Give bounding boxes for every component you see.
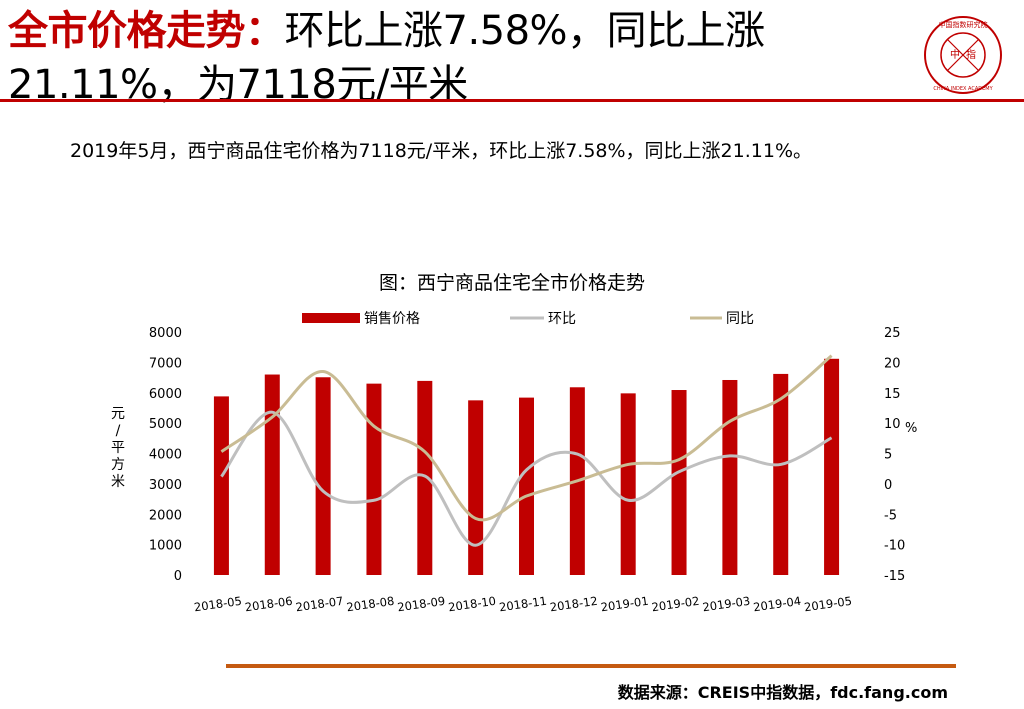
svg-text:指: 指	[966, 48, 976, 61]
y-left-axis-label: 元	[111, 406, 125, 422]
legend-label-mom: 环比	[548, 311, 576, 327]
y-left-tick-label: 1000	[149, 539, 182, 554]
y-left-tick-label: 2000	[149, 508, 182, 523]
price-bar	[417, 380, 433, 575]
x-tick-label: 2018-11	[498, 594, 548, 615]
title-highlight: 全市价格走势：	[8, 8, 285, 54]
mom-series-line	[220, 410, 833, 547]
y-right-tick-label: -15	[884, 569, 905, 584]
x-tick-label: 2019-05	[803, 594, 853, 615]
y-left-tick-label: 7000	[149, 356, 182, 371]
y-left-axis-label: /	[116, 423, 121, 439]
y-left-tick-label: 6000	[149, 387, 182, 402]
y-right-tick-label: 10	[884, 417, 901, 432]
legend-swatch-price	[302, 313, 360, 323]
price-bar	[264, 374, 280, 575]
legend-label-yoy: 同比	[726, 311, 754, 327]
yoy-series-line	[220, 354, 833, 522]
price-bar	[671, 390, 687, 575]
price-bar	[773, 373, 789, 575]
svg-text:CHINA INDEX ACADEMY: CHINA INDEX ACADEMY	[933, 86, 993, 92]
y-left-tick-label: 3000	[149, 478, 182, 493]
x-tick-label: 2019-03	[702, 594, 752, 615]
svg-text:中国指数研究院: 中国指数研究院	[939, 20, 988, 29]
y-left-tick-label: 0	[174, 569, 182, 584]
page-title: 全市价格走势：环比上涨7.58%，同比上涨21.11%，为7118元/平米	[8, 4, 908, 112]
x-tick-label: 2018-08	[346, 594, 396, 615]
y-left-axis-label: 平	[111, 440, 125, 456]
y-right-tick-label: 5	[884, 448, 892, 463]
x-tick-label: 2019-04	[752, 594, 802, 615]
y-left-axis-label: 方	[111, 457, 125, 473]
x-tick-label: 2018-05	[193, 594, 243, 615]
y-left-tick-label: 5000	[149, 417, 182, 432]
x-tick-label: 2018-07	[295, 594, 345, 615]
y-left-axis-label: 米	[111, 474, 125, 490]
price-trend-chart: 0 1000 2000 3000 4000 5000 6000 7000 8000 -15 -10 -…	[111, 311, 917, 615]
y-right-tick-label: 15	[884, 387, 901, 402]
price-bar	[468, 400, 484, 575]
title-divider	[0, 99, 1024, 102]
price-bar	[315, 377, 331, 575]
data-source: 数据来源：CREIS中指数据，fdc.fang.com	[617, 683, 948, 702]
price-bar	[366, 383, 382, 575]
y-right-tick-label: 25	[884, 326, 901, 341]
price-bar	[824, 358, 840, 575]
x-tick-label: 2019-01	[600, 594, 650, 615]
y-right-axis-label: %	[905, 421, 917, 436]
title-rest: 环比上涨7.58%，同比上涨21.11%，为7118元/平米	[8, 8, 765, 108]
y-right-tick-label: 0	[884, 478, 892, 493]
price-bar	[722, 379, 738, 575]
china-index-academy-seal-logo: 中 指 中国指数研究院 CHINA INDEX ACADEMY	[924, 16, 1002, 94]
y-right-tick-label: 20	[884, 356, 901, 371]
price-bar	[519, 397, 534, 575]
svg-text:中: 中	[950, 48, 960, 61]
x-tick-label: 2018-06	[244, 594, 294, 615]
y-left-tick-label: 4000	[149, 448, 182, 463]
x-tick-label: 2018-12	[549, 594, 599, 615]
x-tick-label: 2018-09	[396, 594, 446, 615]
price-bar	[620, 393, 636, 575]
price-bar	[213, 396, 229, 575]
chart-title: 图：西宁商品住宅全市价格走势	[378, 272, 645, 294]
x-tick-label: 2019-02	[651, 594, 701, 615]
y-left-tick-label: 8000	[149, 326, 182, 341]
footer-divider	[226, 664, 956, 668]
y-right-tick-label: -10	[884, 539, 905, 554]
legend-label-price: 销售价格	[364, 311, 420, 327]
y-right-tick-label: -5	[884, 508, 897, 523]
summary-text: 2019年5月，西宁商品住宅价格为7118元/平米，环比上涨7.58%，同比上涨…	[70, 140, 813, 162]
x-tick-label: 2018-10	[447, 594, 497, 615]
